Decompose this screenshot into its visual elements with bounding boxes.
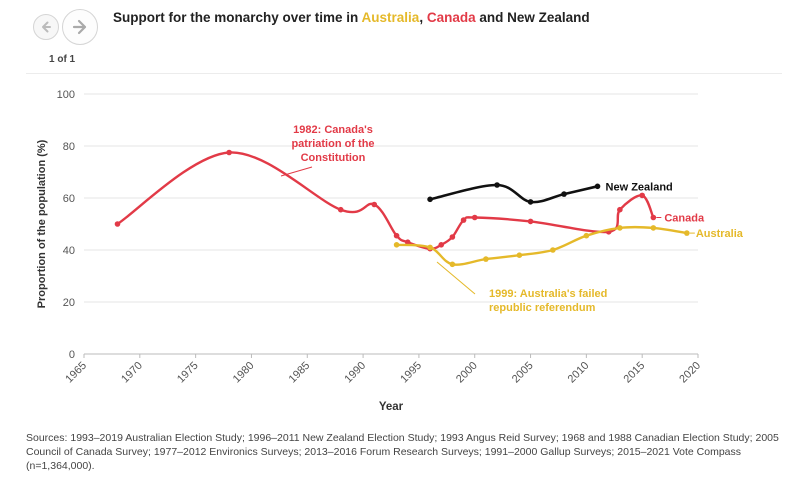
annotation-australia-leader <box>436 261 476 295</box>
annotation-australia-1999: 1999: Australia's failed <box>489 288 607 300</box>
new-zealand-data-point <box>494 182 500 188</box>
x-axis-title: Year <box>379 401 404 413</box>
new-zealand-data-point <box>527 199 534 205</box>
canada-data-point <box>404 239 411 245</box>
x-tick-label: 1995 <box>398 360 424 386</box>
new-zealand-data-point <box>427 196 433 203</box>
slide-counter: 1 of 1 <box>49 54 76 65</box>
australia-data-point <box>650 225 657 231</box>
australia-series-label: Australia <box>696 228 744 240</box>
story-header: 1 of 1 <box>26 5 782 74</box>
x-tick-label: 1965 <box>63 360 89 386</box>
annotation-canada-1982: Constitution <box>301 152 366 164</box>
x-tick-label: 1970 <box>119 360 145 386</box>
y-tick-label: 0 <box>69 349 75 361</box>
australia-data-point <box>684 230 690 236</box>
canada-data-point <box>471 214 478 221</box>
y-tick-label: 20 <box>63 297 75 309</box>
canada-data-point <box>438 242 445 248</box>
title-suffix: and New Zealand <box>475 10 590 25</box>
y-tick-label: 100 <box>57 89 75 101</box>
canada-data-point <box>617 206 623 213</box>
x-tick-label: 2005 <box>510 360 536 386</box>
y-tick-label: 60 <box>63 193 75 205</box>
australia-data-point <box>516 252 523 258</box>
australia-data-point <box>393 242 400 248</box>
canada-data-point <box>460 217 467 223</box>
previous-button[interactable] <box>33 14 59 40</box>
annotation-canada-leader <box>280 166 313 177</box>
x-tick-label: 1985 <box>287 360 313 386</box>
new-zealand-data-point <box>561 191 567 197</box>
annotation-australia-1999: republic referendum <box>489 302 596 314</box>
title-canada: Canada <box>426 10 476 25</box>
australia-data-point <box>449 261 456 268</box>
canada-series-label: Canada <box>664 213 705 225</box>
chart-title: Support for the monarchy over time in Au… <box>113 10 590 25</box>
title-prefix: Support for the monarchy over time in <box>113 10 362 25</box>
australia-data-point <box>617 225 623 231</box>
annotation-canada-1982: patriation of the <box>291 138 374 150</box>
x-tick-label: 2010 <box>566 360 592 386</box>
title-separator: , <box>419 10 427 25</box>
australia-data-point <box>550 247 556 253</box>
sources-note: Sources: 1993–2019 Australian Election S… <box>26 432 779 472</box>
canada-data-point <box>393 232 400 239</box>
title-australia: Australia <box>361 10 420 25</box>
canada-data-point <box>527 218 534 225</box>
canada-data-point <box>639 192 645 199</box>
canada-data-point <box>226 149 232 156</box>
x-tick-label: 2000 <box>454 360 480 386</box>
canada-data-point <box>449 234 456 240</box>
chevron-left-icon <box>42 21 51 33</box>
australia-data-point <box>483 256 489 262</box>
next-button[interactable] <box>62 9 98 45</box>
x-tick-label: 2020 <box>677 360 703 386</box>
australia-data-point <box>427 244 433 251</box>
new-zealand-series-label: New Zealand <box>606 181 673 193</box>
x-tick-label: 1990 <box>342 360 368 386</box>
new-zealand-data-point <box>594 183 601 190</box>
y-tick-label: 40 <box>63 245 75 257</box>
chevron-right-icon <box>72 19 87 35</box>
annotation-canada-1982: 1982: Canada's <box>293 124 373 136</box>
y-tick-label: 80 <box>63 141 75 153</box>
x-tick-label: 1975 <box>175 360 201 386</box>
canada-data-point <box>337 206 344 213</box>
new-zealand-series-line <box>428 183 599 204</box>
australia-series-line <box>395 225 689 266</box>
canada-data-point <box>650 214 657 221</box>
x-tick-label: 2015 <box>622 360 648 386</box>
australia-data-point <box>583 232 590 239</box>
canada-data-point <box>114 221 121 227</box>
y-axis-title: Proportion of the population (%) <box>36 139 48 308</box>
canada-series-line <box>116 151 655 250</box>
x-tick-label: 1980 <box>231 360 257 386</box>
monarchy-support-chart: 0 20 40 60 80 100 1965 1970 1975 1980 1985 1990 1995… <box>36 89 744 413</box>
canada-data-point <box>371 201 378 208</box>
